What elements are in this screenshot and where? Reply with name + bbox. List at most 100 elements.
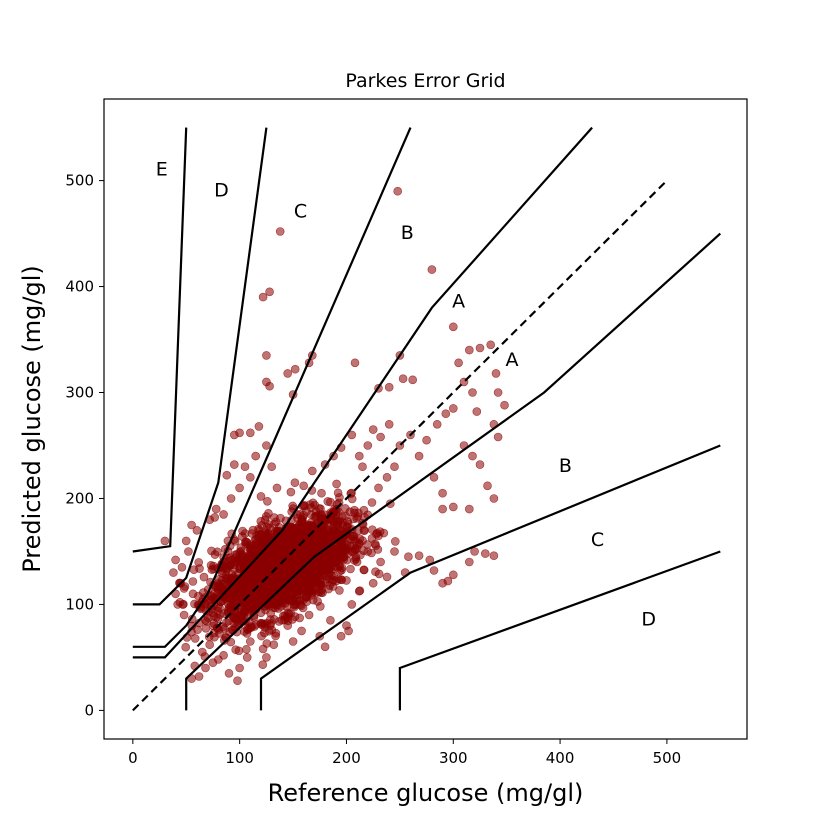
data-point	[422, 435, 431, 445]
data-point	[184, 547, 193, 556]
data-point	[201, 663, 210, 673]
data-point	[358, 462, 367, 472]
data-point	[201, 623, 211, 633]
data-point	[374, 531, 383, 541]
data-point	[281, 569, 290, 579]
data-point	[218, 622, 228, 632]
data-point	[283, 369, 293, 378]
data-point	[316, 527, 326, 536]
data-point	[468, 388, 477, 397]
data-point	[297, 601, 306, 611]
data-point	[288, 501, 298, 511]
data-point	[187, 520, 196, 530]
data-point	[382, 472, 392, 482]
data-point	[323, 497, 333, 506]
data-point	[198, 647, 207, 657]
data-point	[267, 574, 277, 584]
y-tick-label: 400	[65, 278, 94, 296]
data-point	[475, 460, 485, 469]
data-point	[209, 611, 219, 621]
data-point	[205, 640, 214, 650]
data-point	[199, 572, 209, 582]
data-point	[363, 547, 373, 556]
data-point	[448, 404, 458, 413]
data-point	[489, 494, 499, 503]
data-point	[288, 637, 298, 646]
y-tick-label: 500	[65, 172, 94, 190]
data-point	[254, 422, 264, 431]
data-point	[160, 536, 170, 546]
data-point	[283, 621, 293, 630]
zone-label-b: B	[559, 455, 572, 477]
x-tick-label: 500	[653, 749, 682, 767]
data-point	[262, 351, 271, 360]
data-point	[286, 487, 296, 497]
data-point	[190, 634, 200, 643]
data-point	[382, 572, 392, 582]
data-point	[336, 631, 346, 641]
data-point	[179, 610, 189, 620]
data-point	[243, 599, 253, 609]
data-point	[454, 358, 463, 368]
data-point	[293, 513, 302, 523]
data-point	[335, 586, 344, 595]
plot-frame	[103, 98, 748, 740]
data-point	[283, 532, 293, 542]
data-point	[298, 520, 308, 530]
data-point	[235, 483, 244, 493]
data-point	[265, 381, 274, 391]
data-point	[464, 504, 474, 514]
data-point	[390, 462, 399, 472]
data-point	[384, 419, 394, 429]
data-point	[171, 555, 180, 565]
data-point	[252, 597, 262, 606]
zone-label-c: C	[294, 201, 307, 223]
data-point	[169, 568, 178, 577]
x-tick-label: 300	[439, 749, 468, 767]
data-point	[224, 668, 234, 678]
data-point	[441, 409, 451, 419]
x-tick-label: 100	[225, 749, 254, 767]
y-axis-label: Predicted glucose (mg/gl)	[18, 265, 46, 573]
zone-labels: E D C B A A B C D	[156, 158, 656, 630]
data-point	[355, 586, 365, 596]
data-point	[359, 565, 369, 575]
data-point	[309, 568, 319, 577]
data-point	[480, 549, 490, 558]
data-point	[211, 504, 221, 514]
data-point	[371, 541, 381, 551]
data-point	[472, 407, 482, 416]
data-point	[194, 672, 204, 681]
zone-boundaries	[132, 126, 722, 712]
data-point	[326, 559, 336, 569]
data-point	[307, 466, 317, 476]
data-point	[414, 451, 424, 461]
data-point	[367, 525, 377, 535]
data-point	[242, 653, 252, 662]
data-point	[272, 483, 282, 493]
data-point	[489, 551, 499, 561]
data-point	[332, 479, 341, 489]
data-point	[448, 570, 458, 580]
data-point	[432, 419, 442, 429]
zone-label-d: D	[641, 609, 656, 631]
data-point	[408, 375, 418, 385]
data-point	[240, 462, 250, 472]
data-point	[368, 425, 378, 434]
x-axis-label: Reference glucose (mg/gl)	[268, 779, 584, 807]
data-point	[269, 640, 279, 650]
data-point	[251, 451, 260, 461]
data-point	[280, 582, 290, 592]
data-point	[257, 631, 266, 641]
data-point	[201, 615, 210, 625]
data-point	[222, 470, 232, 480]
zone-line-d-upper	[132, 127, 188, 553]
data-point	[263, 528, 273, 538]
data-point	[275, 227, 285, 236]
data-point	[262, 441, 271, 450]
data-point	[310, 512, 320, 522]
data-point	[195, 564, 204, 573]
data-point	[246, 551, 256, 561]
data-point	[345, 507, 355, 517]
